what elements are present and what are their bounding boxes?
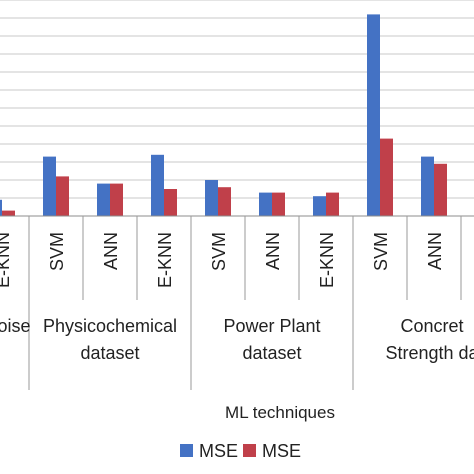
bar-mse-blue [259, 192, 272, 216]
bar-mse-blue [367, 14, 380, 217]
bar-mse-red [110, 183, 123, 216]
tick-label: ANN [101, 232, 121, 270]
legend-swatch [243, 444, 256, 457]
tick-label: ANN [425, 232, 445, 270]
bars [0, 14, 447, 217]
bar-mse-red [164, 189, 177, 216]
bar-mse-blue [205, 180, 218, 216]
bar-mse-red [380, 138, 393, 216]
bar-mse-blue [151, 154, 164, 216]
bar-mse-blue [313, 196, 326, 216]
tick-label: E-KNN [0, 232, 13, 288]
group-label: oise [0, 316, 31, 336]
bar-mse-red [218, 187, 231, 216]
legend-label: MSE [199, 441, 238, 461]
bar-mse-red [2, 210, 15, 216]
tick-label: SVM [209, 232, 229, 271]
tick-label: SVM [47, 232, 67, 271]
axes [0, 215, 474, 390]
bar-mse-red [272, 192, 285, 216]
bar-mse-red [434, 163, 447, 216]
bar-mse-blue [0, 199, 2, 216]
tick-labels: E-KNN SVM ANN E-KNN SVM ANN E-KNN SVM ANN [0, 232, 445, 288]
bar-mse-blue [97, 183, 110, 216]
bar-mse-blue [421, 156, 434, 216]
tick-label: ANN [263, 232, 283, 270]
bar-mse-red [56, 176, 69, 216]
group-label: Power Plant dataset [223, 316, 320, 363]
legend-swatch [180, 444, 193, 457]
gridlines [0, 0, 474, 199]
tick-label: E-KNN [317, 232, 337, 288]
tick-label: E-KNN [155, 232, 175, 288]
x-axis-title: ML techniques [225, 403, 335, 422]
bar-mse-red [326, 192, 339, 216]
legend: MSE MSE [180, 441, 301, 461]
legend-label: MSE [262, 441, 301, 461]
group-labels: oise Physicochemical dataset Power Plant dat… [0, 316, 474, 363]
group-label: Concret Strength da [385, 316, 474, 363]
bar-mse-blue [43, 156, 56, 216]
tick-label: SVM [371, 232, 391, 271]
group-label: Physicochemical dataset [43, 316, 177, 363]
